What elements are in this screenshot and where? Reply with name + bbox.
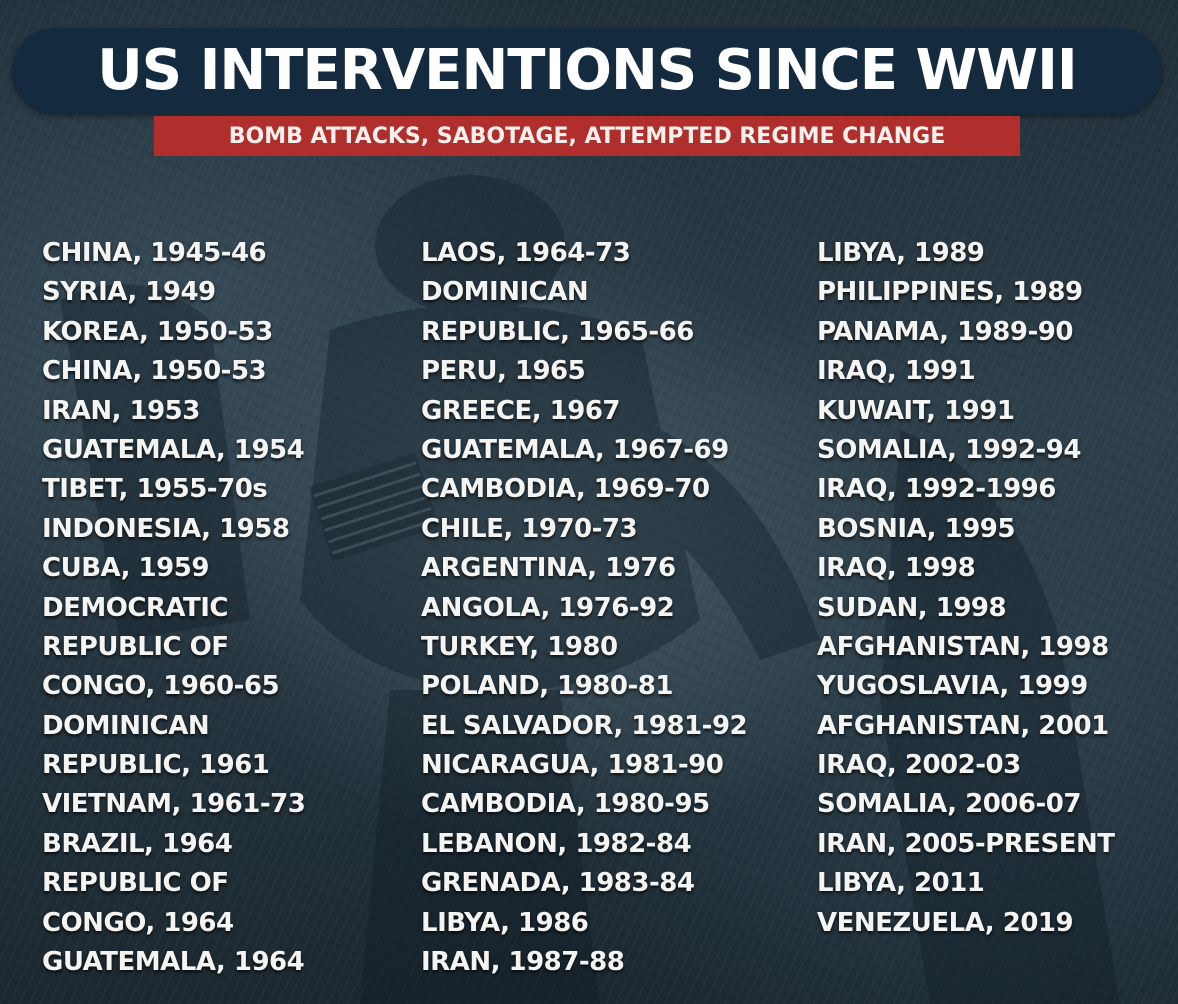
list-item: PERU, 1965 <box>421 356 586 387</box>
list-item: YUGOSLAVIA, 1999 <box>817 671 1088 702</box>
list-item: CONGO, 1964 <box>42 907 234 938</box>
list-item: KUWAIT, 1991 <box>817 395 1015 426</box>
subtitle-banner: BOMB ATTACKS, SABOTAGE, ATTEMPTED REGIME… <box>154 116 1020 156</box>
list-item: LIBYA, 2011 <box>817 868 985 899</box>
list-item: CAMBODIA, 1969-70 <box>421 474 710 505</box>
page-subtitle: BOMB ATTACKS, SABOTAGE, ATTEMPTED REGIME… <box>228 123 946 149</box>
list-item: IRAQ, 1991 <box>817 356 976 387</box>
list-item: ANGOLA, 1976-92 <box>421 592 675 623</box>
list-item: INDONESIA, 1958 <box>42 513 290 544</box>
list-item: LEBANON, 1982-84 <box>421 828 692 859</box>
list-item: REPUBLIC OF <box>42 631 229 662</box>
list-item: BOSNIA, 1995 <box>817 513 1015 544</box>
list-item: CONGO, 1960-65 <box>42 671 280 702</box>
flag-patch-icon <box>308 452 440 562</box>
list-item: TIBET, 1955-70s <box>42 474 268 505</box>
list-item: REPUBLIC OF <box>42 868 229 899</box>
list-item: VIETNAM, 1961-73 <box>42 789 306 820</box>
list-item: SOMALIA, 2006-07 <box>817 789 1081 820</box>
list-item: LIBYA, 1989 <box>817 238 985 268</box>
list-item: SYRIA, 1949 <box>42 277 216 308</box>
list-item: POLAND, 1980-81 <box>421 671 673 702</box>
list-item: IRAN, 1953 <box>42 395 200 426</box>
list-item: EL SALVADOR, 1981-92 <box>421 710 748 741</box>
list-item: GUATEMALA, 1967-69 <box>421 434 729 465</box>
list-item: TURKEY, 1980 <box>421 631 618 662</box>
list-item: KOREA, 1950-53 <box>42 316 273 347</box>
list-item: PHILIPPINES, 1989 <box>817 277 1083 308</box>
list-item: LAOS, 1964-73 <box>421 238 631 268</box>
list-item: AFGHANISTAN, 2001 <box>817 710 1109 741</box>
list-item: DEMOCRATIC <box>42 592 229 623</box>
title-banner: US INTERVENTIONS SINCE WWII <box>12 28 1162 114</box>
list-item: VENEZUELA, 2019 <box>817 907 1074 938</box>
list-item: SUDAN, 1998 <box>817 592 1007 623</box>
list-item: NICARAGUA, 1981-90 <box>421 750 724 781</box>
list-item: CUBA, 1959 <box>42 553 209 584</box>
list-item: CAMBODIA, 1980-95 <box>421 789 710 820</box>
list-item: GUATEMALA, 1954 <box>42 434 305 465</box>
list-item: SOMALIA, 1992-94 <box>817 434 1081 465</box>
list-item: GUATEMALA, 1964 <box>42 947 305 978</box>
list-item: REPUBLIC, 1965-66 <box>421 316 694 347</box>
intervention-column-2: LAOS, 1964-73 DOMINICAN REPUBLIC, 1965-6… <box>421 234 748 982</box>
list-item: IRAQ, 2002-03 <box>817 750 1021 781</box>
list-item: IRAQ, 1992-1996 <box>817 474 1056 505</box>
list-item: GREECE, 1967 <box>421 395 621 426</box>
list-item: IRAN, 1987-88 <box>421 947 625 978</box>
list-item: DOMINICAN <box>42 710 210 741</box>
list-item: GRENADA, 1983-84 <box>421 868 695 899</box>
list-item: CHILE, 1970-73 <box>421 513 638 544</box>
list-item: IRAN, 2005-PRESENT <box>817 828 1115 859</box>
list-item: CHINA, 1950-53 <box>42 356 267 387</box>
list-item: DOMINICAN <box>421 277 589 308</box>
list-item: AFGHANISTAN, 1998 <box>817 631 1109 662</box>
list-item: REPUBLIC, 1961 <box>42 750 270 781</box>
list-item: PANAMA, 1989-90 <box>817 316 1073 347</box>
list-item: IRAQ, 1998 <box>817 553 976 584</box>
list-item: CHINA, 1945-46 <box>42 238 267 268</box>
list-item: BRAZIL, 1964 <box>42 828 233 859</box>
intervention-column-1: CHINA, 1945-46 SYRIA, 1949 KOREA, 1950-5… <box>42 234 306 982</box>
page-title: US INTERVENTIONS SINCE WWII <box>97 38 1077 103</box>
list-item: LIBYA, 1986 <box>421 907 589 938</box>
intervention-column-3: LIBYA, 1989 PHILIPPINES, 1989 PANAMA, 19… <box>817 234 1115 943</box>
list-item: ARGENTINA, 1976 <box>421 553 676 584</box>
